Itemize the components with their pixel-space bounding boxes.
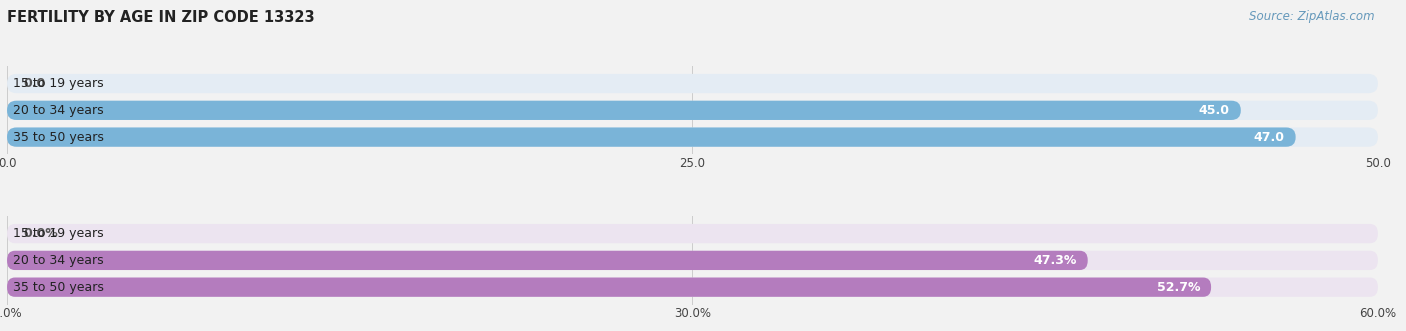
Text: 0.0%: 0.0% (24, 227, 58, 240)
Text: 15 to 19 years: 15 to 19 years (13, 227, 103, 240)
Text: 0.0: 0.0 (24, 77, 46, 90)
Text: 15 to 19 years: 15 to 19 years (13, 77, 103, 90)
FancyBboxPatch shape (7, 277, 1378, 297)
FancyBboxPatch shape (7, 127, 1296, 147)
Text: 35 to 50 years: 35 to 50 years (13, 131, 104, 144)
FancyBboxPatch shape (7, 127, 1378, 147)
FancyBboxPatch shape (7, 74, 1378, 93)
Text: 35 to 50 years: 35 to 50 years (13, 281, 104, 294)
FancyBboxPatch shape (7, 101, 1240, 120)
FancyBboxPatch shape (7, 251, 1378, 270)
Text: 47.3%: 47.3% (1033, 254, 1077, 267)
Text: FERTILITY BY AGE IN ZIP CODE 13323: FERTILITY BY AGE IN ZIP CODE 13323 (7, 10, 315, 25)
FancyBboxPatch shape (7, 277, 1211, 297)
Text: 20 to 34 years: 20 to 34 years (13, 254, 103, 267)
Text: 45.0: 45.0 (1199, 104, 1230, 117)
Text: Source: ZipAtlas.com: Source: ZipAtlas.com (1250, 10, 1375, 23)
Text: 52.7%: 52.7% (1157, 281, 1201, 294)
Text: 20 to 34 years: 20 to 34 years (13, 104, 103, 117)
FancyBboxPatch shape (7, 224, 1378, 243)
FancyBboxPatch shape (7, 251, 1088, 270)
Text: 47.0: 47.0 (1254, 131, 1285, 144)
FancyBboxPatch shape (7, 101, 1378, 120)
